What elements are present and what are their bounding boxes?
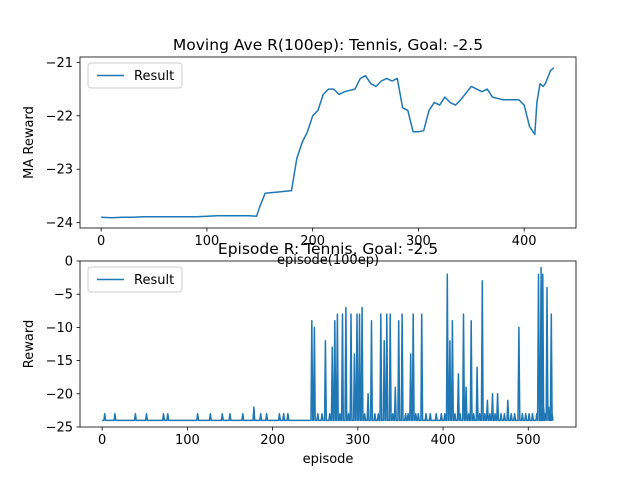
y-axis-label: MA Reward (22, 106, 37, 179)
y-tick-label: −23 (46, 163, 73, 178)
legend-label-result: Result (134, 273, 174, 288)
legend: Result (87, 62, 183, 89)
y-tick-label: −24 (46, 216, 73, 231)
x-tick-label: 100 (175, 433, 200, 448)
y-tick-label: −10 (46, 321, 73, 336)
series-line-result (101, 67, 555, 219)
x-tick-label: 500 (516, 433, 541, 448)
axes-frame (79, 56, 577, 229)
x-tick-label: 400 (512, 234, 537, 249)
y-tick-label: −22 (46, 109, 73, 124)
x-axis-label: episode (303, 452, 354, 467)
legend-box (87, 62, 183, 89)
y-tick-label: −25 (46, 421, 73, 436)
chart-title: Moving Ave R(100ep): Tennis, Goal: -2.5 (173, 36, 483, 54)
legend-box (87, 266, 183, 293)
x-tick-label: 0 (97, 234, 105, 249)
y-tick-label: −20 (46, 387, 73, 402)
y-tick-label: −5 (54, 288, 73, 303)
chart-2: 0 100 200 300 400 500 0 −5 −10 −15 −20 −25 Episode R… (22, 240, 577, 467)
x-tick-label: 200 (300, 234, 325, 249)
y-axis-label: Reward (22, 320, 37, 368)
x-axis-label: episode(100ep) (277, 253, 379, 268)
y-tick-label: 0 (65, 255, 73, 270)
legend: Result (87, 266, 183, 293)
series-line-result (102, 266, 554, 422)
x-tick-label: 100 (194, 234, 219, 249)
x-tick-label: 200 (260, 433, 285, 448)
axes-frame (79, 260, 577, 428)
chart-1: 0 100 200 300 400 −24 −23 −22 −21 Moving Ave R(10… (22, 36, 577, 268)
x-tick-label: 300 (345, 433, 370, 448)
legend-label-result: Result (134, 69, 174, 84)
x-tick-label: 0 (98, 433, 106, 448)
x-tick-label: 300 (406, 234, 431, 249)
y-tick-label: −21 (46, 56, 73, 71)
x-tick-label: 400 (431, 433, 456, 448)
chart-title: Episode R: Tennis, Goal: -2.5 (218, 240, 438, 258)
y-tick-label: −15 (46, 354, 73, 369)
